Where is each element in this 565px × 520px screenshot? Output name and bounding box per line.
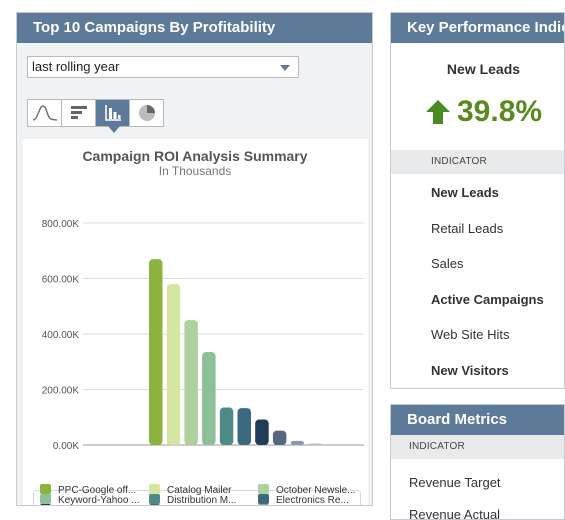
chart-legend: PPC-Google off... Catalog Mailer October N…: [33, 484, 361, 506]
y-tick-label: 400.00K: [42, 330, 80, 341]
legend-swatch: [40, 484, 51, 494]
horizontal-bar-tab[interactable]: [61, 99, 96, 127]
roi-chart: Campaign ROI Analysis Summary In Thousan…: [23, 139, 368, 505]
chart-type-tabs: [27, 99, 164, 133]
legend-item[interactable]: Free 30 Day Tr...: [258, 504, 350, 506]
board-metrics-title: Board Metrics: [391, 405, 564, 435]
line-chart-tab[interactable]: [27, 99, 62, 127]
legend-label: Free 30 Day Tr...: [276, 505, 350, 506]
kpi-indicator-row[interactable]: Sales: [431, 256, 464, 271]
kpi-metric-title: New Leads: [446, 61, 521, 77]
kpi-panel: Key Performance Indicators New Leads 39.…: [390, 12, 565, 389]
legend-item[interactable]: PPC-Google off...: [40, 484, 136, 496]
campaigns-panel-title: Top 10 Campaigns By Profitability: [17, 13, 372, 43]
legend-item[interactable]: PPC-MSN printe...: [40, 504, 140, 506]
chart-bar[interactable]: [290, 440, 305, 445]
legend-label: Catalog Mailer: [167, 485, 232, 496]
kpi-indicator-row[interactable]: New Visitors: [431, 362, 509, 378]
legend-label: August Special...: [167, 505, 242, 506]
kpi-indicator-header: INDICATOR: [391, 150, 564, 174]
chart-bar[interactable]: [255, 419, 269, 445]
legend-label: October Newsle...: [276, 485, 356, 496]
chart-bar[interactable]: [237, 408, 252, 445]
legend-swatch: [258, 494, 269, 504]
chart-bar[interactable]: [202, 352, 216, 445]
kpi-indicator-row[interactable]: New Leads: [431, 185, 499, 200]
chart-grid: 800.00K 600.00K 400.00K 200.00K 0.00K: [42, 219, 364, 452]
roi-chart-svg: Campaign ROI Analysis Summary In Thousan…: [42, 148, 364, 452]
legend-item[interactable]: October Newsle...: [258, 484, 355, 496]
board-metric-row[interactable]: Revenue Actual: [409, 507, 501, 520]
kpi-panel-title: Key Performance Indicators: [391, 13, 564, 43]
period-dropdown[interactable]: last rolling year: [27, 56, 299, 78]
kpi-metric: 39.8%: [425, 95, 542, 129]
legend-label: PPC-MSN printe...: [58, 505, 140, 506]
chart-bar[interactable]: [219, 407, 234, 445]
column-chart-tab[interactable]: [95, 99, 130, 133]
chart-bar[interactable]: [184, 320, 198, 445]
y-tick-label: 200.00K: [42, 386, 80, 397]
pie-chart-icon: [138, 105, 155, 121]
legend-swatch: [149, 484, 160, 494]
legend-swatch: [40, 504, 51, 505]
chart-bar[interactable]: [149, 259, 163, 445]
up-arrow-icon: [426, 100, 450, 124]
chevron-down-icon: [280, 65, 290, 71]
legend-item[interactable]: Catalog Mailer: [149, 484, 231, 496]
legend-swatch: [149, 504, 160, 505]
y-tick-label: 600.00K: [42, 275, 80, 286]
legend-swatch: [40, 494, 51, 504]
y-tick-label: 0.00K: [53, 441, 79, 452]
line-chart-icon: [32, 105, 57, 121]
kpi-metric-value: 39.8%: [457, 95, 543, 128]
legend-item[interactable]: Electronics Re...: [258, 494, 349, 506]
chart-bars: [149, 259, 322, 445]
legend-label: Electronics Re...: [276, 495, 349, 506]
legend-swatch: [258, 504, 269, 505]
chart-subtitle: In Thousands: [159, 164, 232, 178]
legend-item[interactable]: Keyword-Yahoo ...: [40, 494, 140, 506]
legend-label: Keyword-Yahoo ...: [58, 495, 140, 506]
board-metrics-panel: Board Metrics INDICATOR Revenue Target Re…: [390, 404, 565, 520]
kpi-indicator-row[interactable]: Web Site Hits: [431, 327, 510, 342]
legend-swatch: [149, 494, 160, 504]
chart-title: Campaign ROI Analysis Summary: [82, 148, 307, 164]
chart-bar[interactable]: [272, 430, 287, 445]
pie-chart-tab[interactable]: [129, 99, 164, 127]
legend-swatch: [258, 484, 269, 494]
board-metric-row[interactable]: Revenue Target: [409, 475, 501, 490]
campaigns-panel: Top 10 Campaigns By Profitability last r…: [16, 12, 373, 506]
board-indicator-header: INDICATOR: [391, 435, 564, 459]
kpi-indicator-row[interactable]: Active Campaigns: [431, 291, 544, 307]
chart-bar[interactable]: [308, 443, 322, 446]
chart-bar[interactable]: [166, 284, 181, 445]
y-tick-label: 800.00K: [42, 219, 80, 230]
column-chart-icon: [104, 105, 121, 121]
legend-label: Distribution M...: [167, 495, 237, 506]
legend-item[interactable]: Distribution M...: [149, 494, 237, 506]
horizontal-bar-icon: [70, 106, 87, 119]
period-dropdown-value: last rolling year: [32, 59, 120, 74]
legend-label: PPC-Google off...: [58, 485, 137, 496]
kpi-indicator-row[interactable]: Retail Leads: [431, 220, 504, 236]
legend-item[interactable]: August Special...: [149, 504, 242, 506]
